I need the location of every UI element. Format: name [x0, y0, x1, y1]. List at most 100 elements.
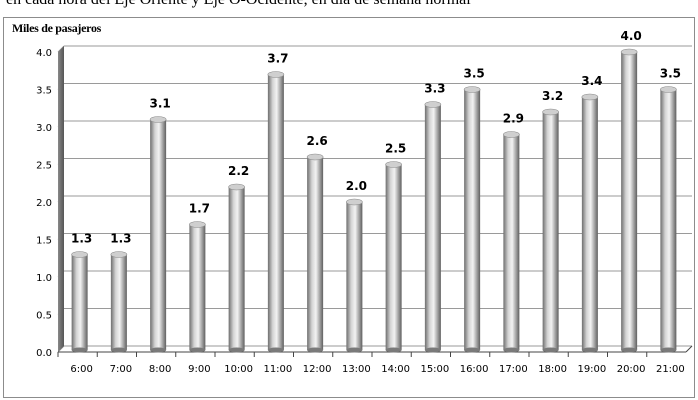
- x-tick-label: 7:00: [110, 364, 132, 375]
- data-label: 3.2: [542, 89, 563, 103]
- bars: [71, 48, 677, 353]
- bar-body: [150, 119, 167, 350]
- data-label: 3.4: [581, 74, 602, 88]
- y-tick-label: 4.0: [36, 48, 52, 59]
- data-label: 2.9: [503, 112, 524, 126]
- bar-cap: [463, 86, 481, 93]
- bar-body: [385, 164, 402, 350]
- bar-base: [228, 347, 245, 353]
- bar-body: [542, 112, 559, 350]
- x-tick-label: 21:00: [656, 364, 685, 375]
- y-axis-label: Miles de pasajeros: [12, 21, 102, 35]
- bar: [228, 183, 245, 353]
- bar-body: [424, 104, 441, 350]
- bar-cap: [385, 161, 402, 168]
- bar-body: [110, 254, 127, 350]
- x-tick-label: 14:00: [381, 364, 410, 375]
- x-tick-label: 13:00: [342, 364, 371, 375]
- bar: [71, 251, 88, 353]
- bar-base: [346, 347, 363, 353]
- data-labels: 1.3 1.3 3.1 1.7 2.2 3.7 2.6 2.0 2.5 3.3 3.5 2.9 3.2 3…: [71, 29, 681, 246]
- x-tick-labels: 6:00 7:00 8:00 9:00 10:00 11:00 12:00 13:00 14:0…: [70, 364, 684, 375]
- bar-body: [346, 202, 363, 350]
- x-tick-label: 9:00: [188, 364, 210, 375]
- bar-cap: [267, 71, 285, 78]
- bar-cap: [71, 251, 88, 258]
- data-label: 3.3: [424, 82, 445, 96]
- bar-body: [228, 187, 245, 350]
- y-tick-label: 1.0: [36, 273, 52, 284]
- bar: [346, 198, 363, 353]
- bar-cap: [189, 221, 206, 228]
- bar-cap: [503, 131, 520, 138]
- bar-base: [267, 347, 284, 353]
- bar-cap: [306, 153, 324, 161]
- bar-body: [464, 89, 481, 350]
- data-label: 3.5: [660, 67, 681, 81]
- data-label: 1.3: [110, 232, 131, 246]
- bar: [503, 131, 520, 353]
- bar-cap: [620, 48, 638, 56]
- data-label: 2.6: [306, 134, 327, 148]
- y-tick-label: 2.5: [36, 161, 52, 172]
- bar: [660, 86, 677, 353]
- data-label: 3.7: [267, 52, 288, 66]
- data-label: 4.0: [620, 29, 641, 43]
- y-axis-wall: [58, 46, 64, 352]
- bar-base: [660, 347, 677, 353]
- bar-base: [503, 347, 520, 353]
- x-tick-label: 18:00: [538, 364, 567, 375]
- x-tick-label: 12:00: [303, 364, 332, 375]
- data-label: 3.1: [149, 97, 170, 111]
- y-tick-label: 3.5: [36, 86, 52, 97]
- bar-body: [660, 89, 677, 350]
- y-tick-label: 0.0: [36, 348, 52, 359]
- bar: [385, 161, 402, 353]
- bar: [306, 153, 324, 353]
- bar: [267, 71, 285, 353]
- bar-base: [581, 347, 598, 353]
- bar: [424, 101, 442, 353]
- bar-cap: [346, 198, 363, 206]
- bar: [149, 116, 167, 353]
- x-tick-label: 10:00: [224, 364, 253, 375]
- bar-base: [464, 347, 481, 353]
- data-label: 2.5: [385, 142, 406, 156]
- bar-cap: [660, 86, 677, 93]
- bar-cap: [149, 116, 167, 123]
- bar-base: [424, 347, 441, 353]
- x-axis-depth-line: [685, 345, 693, 353]
- bar-base: [150, 347, 167, 353]
- top-caption-strip: en cada hora del Eje Oriente y Eje O-Oci…: [0, 0, 698, 16]
- y-tick-labels: 0.0 0.5 1.0 1.5 2.0 2.5 3.0 3.5 4.0: [36, 48, 52, 359]
- bar-cap: [228, 183, 245, 191]
- bar-cap: [581, 93, 599, 101]
- x-tick-label: 20:00: [617, 364, 646, 375]
- data-label: 3.5: [463, 67, 484, 81]
- bar-body: [267, 74, 284, 350]
- y-tick-label: 2.0: [36, 198, 52, 209]
- x-tick-label: 16:00: [460, 364, 489, 375]
- y-tick-label: 3.0: [36, 123, 52, 134]
- bar: [463, 86, 481, 353]
- bar-body: [307, 157, 324, 350]
- data-label: 2.0: [346, 179, 367, 193]
- y-tick-label: 1.5: [36, 236, 52, 247]
- data-label: 1.3: [71, 232, 92, 246]
- bar-cap: [542, 108, 559, 116]
- data-label: 2.2: [228, 164, 249, 178]
- x-tick-label: 6:00: [70, 364, 92, 375]
- data-label: 1.7: [189, 202, 210, 216]
- axes: [57, 46, 693, 357]
- bar-base: [385, 347, 402, 353]
- x-tick-label: 17:00: [499, 364, 528, 375]
- bar-base: [542, 347, 559, 353]
- bar-body: [71, 254, 88, 350]
- bar-body: [189, 224, 206, 350]
- bar-base: [307, 347, 324, 353]
- bar-base: [71, 347, 88, 353]
- bar: [620, 48, 638, 353]
- bar: [581, 93, 599, 353]
- bar-base: [189, 347, 206, 353]
